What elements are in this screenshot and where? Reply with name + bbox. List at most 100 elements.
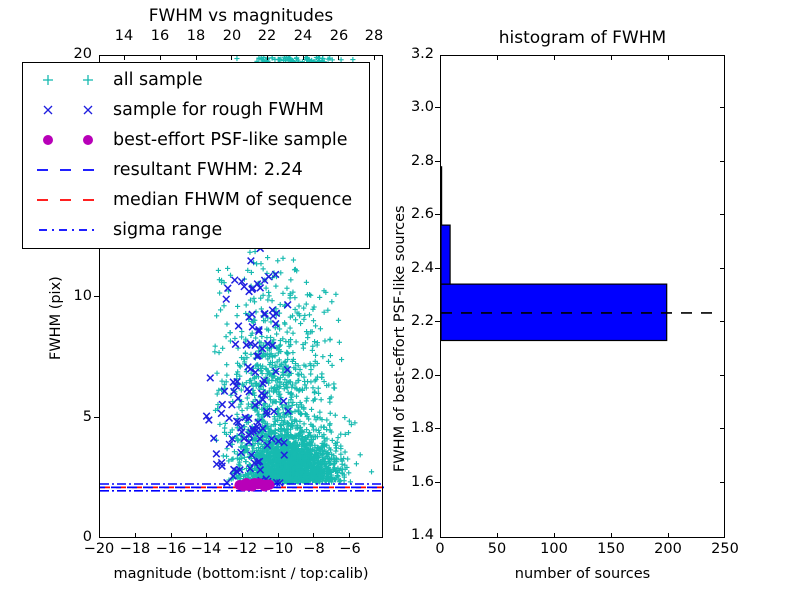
right-y-tick-mark-right — [720, 482, 725, 484]
right-y-tick-mark-right — [720, 428, 725, 430]
legend-label: resultant FWHM: 2.24 — [113, 160, 303, 180]
legend-label: median FHWM of sequence — [113, 190, 353, 210]
left-bottom-tick-2: −16 — [155, 541, 187, 557]
dot-marker-icon — [27, 126, 109, 154]
right-y-tick-mark-right — [720, 107, 725, 109]
left-bottom-tick-7: −6 — [339, 541, 361, 557]
left-top-tick-mark — [303, 55, 305, 60]
left-top-tick-6: 26 — [329, 28, 349, 44]
right-y-tick-mark — [435, 214, 440, 216]
right-y-tick-2.6: 2.6 — [410, 206, 434, 222]
left-bottom-tick-1: −18 — [119, 541, 151, 557]
right-y-tick-mark — [435, 161, 440, 163]
right-y-tick-mark — [435, 482, 440, 484]
right-y-tick-mark — [435, 107, 440, 109]
left-bottom-tick-5: −10 — [262, 541, 294, 557]
right-xaxis-label: number of sources — [514, 566, 651, 582]
right-x-tick-mark-top — [554, 55, 556, 60]
left-top-tick-mark — [338, 55, 340, 60]
histogram-canvas — [441, 166, 719, 342]
right-y-tick-mark — [435, 268, 440, 270]
legend-box: all sample sample for rough FWHM b — [22, 62, 370, 249]
right-x-tick-mark — [611, 533, 613, 538]
right-y-tick-2.2: 2.2 — [410, 313, 434, 329]
right-y-tick-mark-right — [720, 214, 725, 216]
left-top-tick-mark — [374, 55, 376, 60]
left-top-tick-mark — [267, 55, 269, 60]
left-y-tick-5: 5 — [82, 409, 92, 425]
legend-entry-rough-sample: sample for rough FWHM — [27, 96, 324, 124]
right-x-tick-mark-top — [497, 55, 499, 60]
left-top-tick-mark — [124, 55, 126, 60]
right-y-tick-mark-right — [720, 161, 725, 163]
right-x-tick-mark — [668, 533, 670, 538]
legend-label: best-effort PSF-like sample — [113, 130, 348, 150]
left-bottom-tick-mark — [99, 533, 101, 538]
right-x-tick-150: 150 — [597, 541, 625, 557]
right-x-tick-100: 100 — [540, 541, 568, 557]
left-y-tick-10: 10 — [73, 288, 92, 304]
dashed-line-icon — [27, 156, 109, 184]
left-top-tick-5: 24 — [293, 28, 313, 44]
histogram-bar — [441, 224, 451, 285]
left-top-tick-mark — [160, 55, 162, 60]
right-y-tick-mark-right — [720, 321, 725, 323]
right-x-tick-50: 50 — [487, 541, 507, 557]
right-y-tick-mark — [435, 321, 440, 323]
left-bottom-tick-mark — [349, 533, 351, 538]
right-y-tick-mark-right — [720, 375, 725, 377]
left-bottom-tick-0: −20 — [83, 541, 115, 557]
left-bottom-tick-mark — [242, 533, 244, 538]
right-x-tick-mark — [554, 533, 556, 538]
right-panel-title: histogram of FWHM — [498, 28, 667, 48]
left-bottom-tick-mark — [135, 533, 137, 538]
right-x-tick-mark — [497, 533, 499, 538]
right-y-tick-1.6: 1.6 — [410, 474, 434, 490]
left-top-tick-mark — [196, 55, 198, 60]
left-y-tick-20: 20 — [73, 46, 92, 62]
right-x-tick-mark-top — [611, 55, 613, 60]
left-bottom-tick-6: −8 — [303, 541, 325, 557]
right-x-tick-0: 0 — [435, 541, 445, 557]
cross-marker-icon — [27, 96, 109, 124]
left-top-tick-1: 16 — [150, 28, 170, 44]
left-top-tick-3: 20 — [222, 28, 242, 44]
left-top-tick-4: 22 — [257, 28, 277, 44]
right-y-tick-mark — [435, 375, 440, 377]
left-y-tick-0: 0 — [82, 529, 92, 545]
left-bottom-tick-mark — [206, 533, 208, 538]
left-y-tick-mark — [94, 417, 99, 419]
right-x-tick-mark-top — [668, 55, 670, 60]
left-yaxis-label: FWHM (pix) — [48, 276, 64, 360]
legend-label: sigma range — [113, 220, 223, 240]
dashdot-line-icon — [27, 216, 109, 244]
left-bottom-tick-4: −12 — [226, 541, 258, 557]
right-x-tick-200: 200 — [654, 541, 682, 557]
right-y-tick-mark-right — [720, 268, 725, 270]
legend-label: all sample — [113, 70, 203, 90]
plus-marker-icon — [27, 66, 109, 94]
right-y-tick-3.2: 3.2 — [410, 46, 434, 62]
left-top-tick-mark — [231, 55, 233, 60]
right-x-tick-250: 250 — [711, 541, 739, 557]
left-bottom-tick-mark — [313, 533, 315, 538]
legend-entry-median-fhwm: median FHWM of sequence — [27, 186, 352, 214]
left-y-tick-mark — [94, 296, 99, 298]
left-top-tick-2: 18 — [186, 28, 206, 44]
left-bottom-tick-mark — [278, 533, 280, 538]
legend-entry-all-sample: all sample — [27, 66, 203, 94]
left-bottom-tick-mark — [171, 533, 173, 538]
left-top-tick-7: 28 — [364, 28, 384, 44]
left-panel-title: FWHM vs magnitudes — [148, 6, 334, 26]
right-y-tick-1.4: 1.4 — [410, 527, 434, 543]
right-y-tick-2.8: 2.8 — [410, 153, 434, 169]
right-y-tick-2.4: 2.4 — [410, 260, 434, 276]
left-xaxis-label: magnitude (bottom:isnt / top:calib) — [113, 566, 369, 582]
right-y-tick-1.8: 1.8 — [410, 420, 434, 436]
right-y-tick-3.0: 3.0 — [410, 99, 434, 115]
histogram-bar — [441, 283, 668, 342]
legend-entry-psf-sample: best-effort PSF-like sample — [27, 126, 348, 154]
legend-entry-resultant-fwhm: resultant FWHM: 2.24 — [27, 156, 303, 184]
legend-label: sample for rough FWHM — [113, 100, 324, 120]
